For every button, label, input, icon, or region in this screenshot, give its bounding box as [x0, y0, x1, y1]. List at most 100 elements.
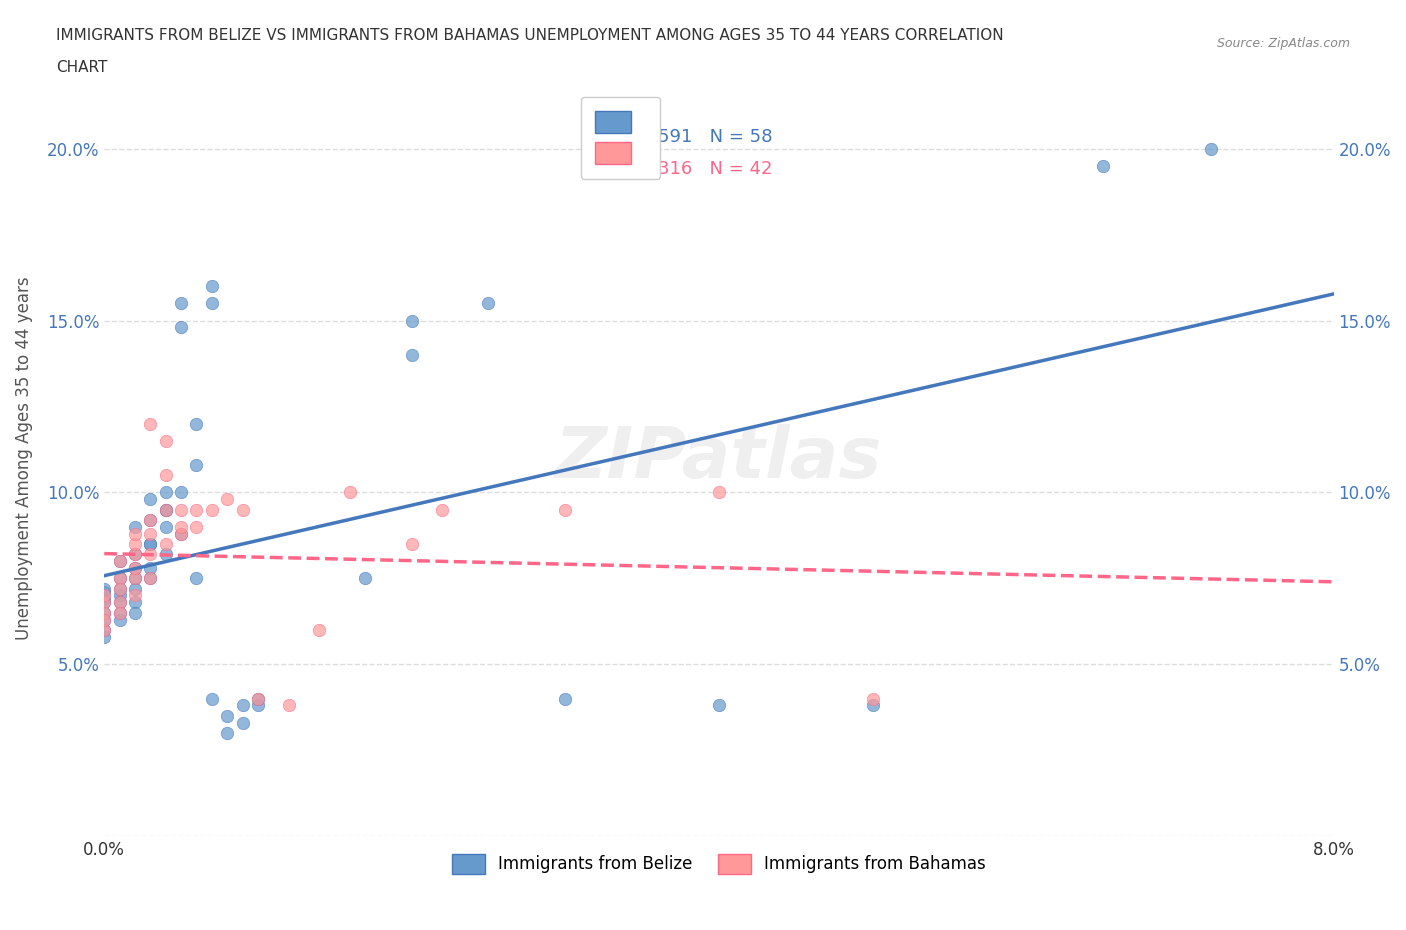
Point	[124, 581, 146, 596]
Point	[277, 698, 299, 713]
Point	[124, 595, 146, 610]
Point	[139, 547, 162, 562]
Text: ZIPatlas: ZIPatlas	[555, 423, 883, 493]
Point	[108, 595, 131, 610]
Point	[108, 571, 131, 586]
Point	[139, 512, 162, 527]
Point	[246, 691, 269, 706]
Point	[155, 537, 177, 551]
Point	[124, 561, 146, 576]
Point	[554, 691, 576, 706]
Point	[155, 502, 177, 517]
Point	[108, 553, 131, 568]
Point	[93, 595, 115, 610]
Point	[155, 433, 177, 448]
Point	[108, 612, 131, 627]
Point	[108, 588, 131, 603]
Point	[124, 571, 146, 586]
Point	[139, 417, 162, 432]
Point	[139, 492, 162, 507]
Point	[401, 537, 423, 551]
Point	[139, 512, 162, 527]
Point	[93, 581, 115, 596]
Point	[124, 561, 146, 576]
Point	[862, 698, 884, 713]
Point	[93, 630, 115, 644]
Point	[124, 547, 146, 562]
Point	[232, 502, 254, 517]
Point	[93, 612, 115, 627]
Point	[401, 348, 423, 363]
Point	[139, 571, 162, 586]
Point	[432, 502, 454, 517]
Point	[155, 485, 177, 499]
Point	[232, 715, 254, 730]
Point	[201, 691, 224, 706]
Point	[108, 581, 131, 596]
Point	[93, 605, 115, 620]
Point	[246, 691, 269, 706]
Point	[155, 547, 177, 562]
Point	[139, 537, 162, 551]
Point	[93, 588, 115, 603]
Point	[124, 519, 146, 534]
Point	[155, 519, 177, 534]
Text: Source: ZipAtlas.com: Source: ZipAtlas.com	[1216, 37, 1350, 50]
Text: CHART: CHART	[56, 60, 108, 75]
Point	[354, 571, 377, 586]
Point	[217, 725, 239, 740]
Point	[93, 591, 115, 606]
Point	[217, 709, 239, 724]
Point	[186, 458, 208, 472]
Point	[246, 698, 269, 713]
Point	[93, 612, 115, 627]
Point	[170, 526, 193, 541]
Point	[108, 581, 131, 596]
Point	[339, 485, 361, 499]
Point	[93, 622, 115, 637]
Point	[139, 561, 162, 576]
Point	[155, 502, 177, 517]
Y-axis label: Unemployment Among Ages 35 to 44 years: Unemployment Among Ages 35 to 44 years	[15, 276, 32, 640]
Text: R = 0.316   N = 42: R = 0.316 N = 42	[602, 160, 773, 179]
Point	[186, 571, 208, 586]
Point	[93, 595, 115, 610]
Point	[170, 485, 193, 499]
Point	[186, 417, 208, 432]
Point	[201, 279, 224, 294]
Point	[139, 537, 162, 551]
Point	[124, 547, 146, 562]
Point	[170, 320, 193, 335]
Point	[108, 605, 131, 620]
Point	[170, 296, 193, 311]
Point	[554, 502, 576, 517]
Point	[1092, 158, 1115, 173]
Point	[186, 502, 208, 517]
Point	[155, 468, 177, 483]
Point	[1199, 141, 1222, 156]
Point	[186, 519, 208, 534]
Point	[170, 519, 193, 534]
Point	[124, 526, 146, 541]
Point	[201, 296, 224, 311]
Legend: Immigrants from Belize, Immigrants from Bahamas: Immigrants from Belize, Immigrants from …	[446, 847, 993, 881]
Point	[93, 622, 115, 637]
Point	[93, 605, 115, 620]
Point	[108, 571, 131, 586]
Point	[124, 537, 146, 551]
Point	[201, 502, 224, 517]
Point	[477, 296, 499, 311]
Point	[155, 502, 177, 517]
Point	[170, 526, 193, 541]
Point	[139, 571, 162, 586]
Point	[108, 605, 131, 620]
Point	[108, 553, 131, 568]
Point	[124, 588, 146, 603]
Point	[108, 595, 131, 610]
Point	[308, 622, 330, 637]
Point	[139, 526, 162, 541]
Point	[232, 698, 254, 713]
Text: IMMIGRANTS FROM BELIZE VS IMMIGRANTS FROM BAHAMAS UNEMPLOYMENT AMONG AGES 35 TO : IMMIGRANTS FROM BELIZE VS IMMIGRANTS FRO…	[56, 28, 1004, 43]
Text: R = 0.591   N = 58: R = 0.591 N = 58	[602, 127, 773, 146]
Point	[170, 502, 193, 517]
